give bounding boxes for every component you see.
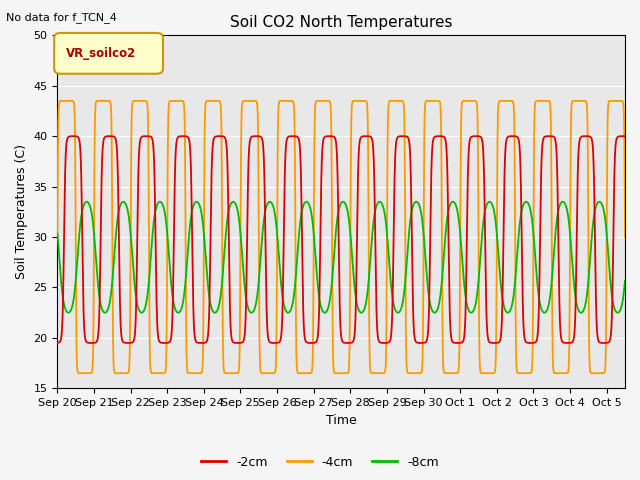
Title: Soil CO2 North Temperatures: Soil CO2 North Temperatures xyxy=(230,15,452,30)
Text: No data for f_TCN_4: No data for f_TCN_4 xyxy=(6,12,117,23)
X-axis label: Time: Time xyxy=(326,414,356,427)
Text: VR_soilco2: VR_soilco2 xyxy=(66,47,136,60)
Y-axis label: Soil Temperatures (C): Soil Temperatures (C) xyxy=(15,144,28,279)
Legend: -2cm, -4cm, -8cm: -2cm, -4cm, -8cm xyxy=(196,451,444,474)
